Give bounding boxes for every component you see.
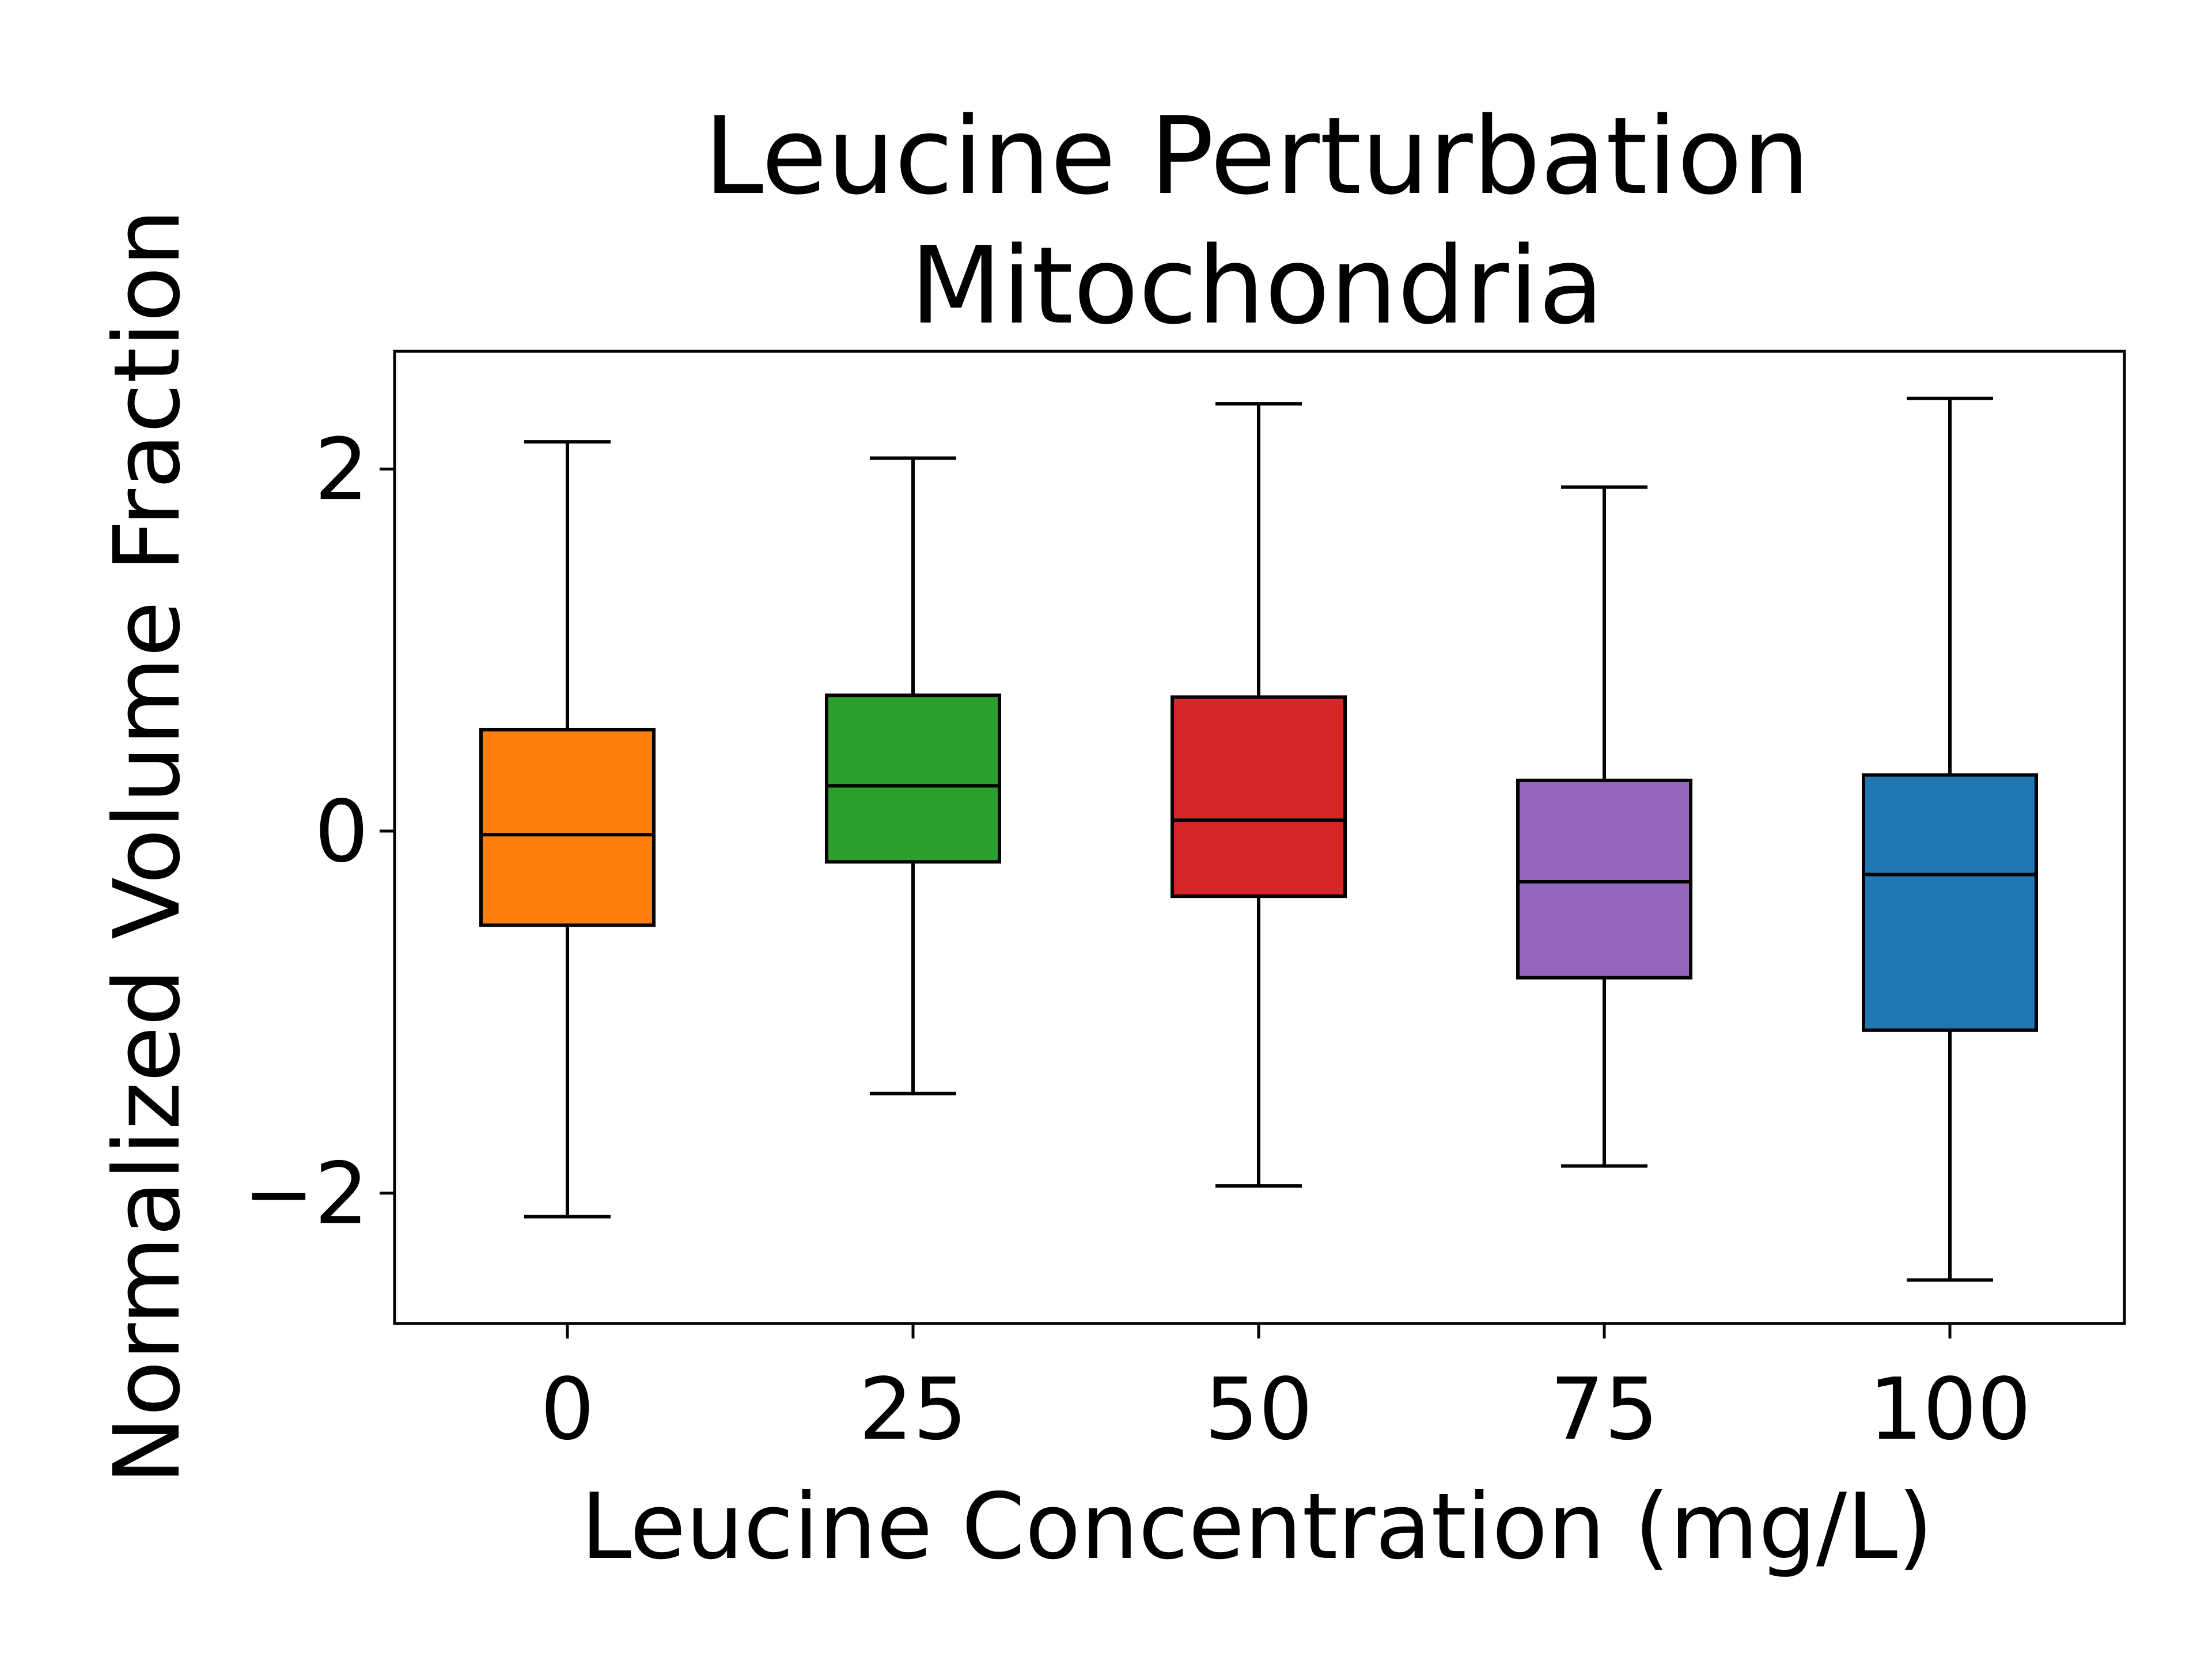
chart-title: Leucine Perturbation xyxy=(704,94,1810,218)
y-axis-label: Normalized Volume Fraction xyxy=(94,209,200,1485)
x-tick-label-25: 25 xyxy=(859,1360,967,1459)
box-50-iqr-box xyxy=(1171,695,1347,898)
box-0-iqr-box xyxy=(479,727,656,927)
x-tick-label-75: 75 xyxy=(1550,1360,1658,1459)
x-axis-label: Leucine Concentration (mg/L) xyxy=(581,1474,1933,1580)
x-tick-label-100: 100 xyxy=(1869,1360,2032,1459)
y-tick-label-2: 2 xyxy=(315,420,369,519)
y-tick-label--2: −2 xyxy=(243,1144,369,1243)
x-tick-label-50: 50 xyxy=(1205,1360,1313,1459)
box-100-iqr-box xyxy=(1862,773,2038,1032)
box-75-iqr-box xyxy=(1516,778,1692,980)
y-tick-label-0: 0 xyxy=(315,782,369,881)
plot-frame xyxy=(393,350,2126,1325)
plot-area: 0 25 50 75 100 −2 0 2 xyxy=(243,350,2126,1459)
x-tick-label-0: 0 xyxy=(540,1360,594,1459)
chart-subtitle: Mitochondria xyxy=(910,223,1604,348)
box-25-iqr-box xyxy=(825,693,1001,864)
